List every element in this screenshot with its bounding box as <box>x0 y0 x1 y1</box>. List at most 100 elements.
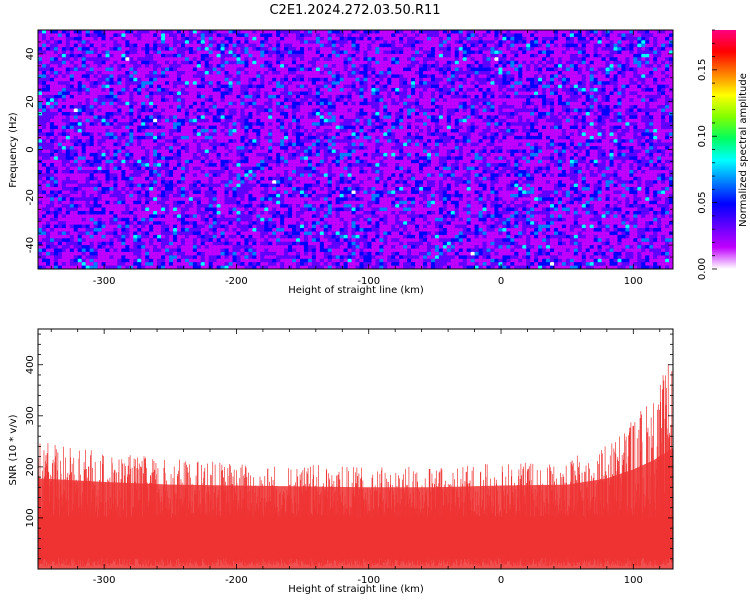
heatmap-cell <box>89 101 94 106</box>
heatmap-cell <box>284 57 289 62</box>
heatmap-cell <box>617 91 622 96</box>
heatmap-cell <box>546 108 551 113</box>
heatmap-cell <box>367 33 372 38</box>
heatmap-cell <box>379 118 384 123</box>
heatmap-cell <box>69 64 75 68</box>
heatmap-cell <box>645 50 650 55</box>
heatmap-cell <box>212 33 217 38</box>
heatmap-cell <box>335 74 341 79</box>
heatmap-cell <box>569 43 575 48</box>
heatmap-cell <box>438 74 444 79</box>
heatmap-cell <box>367 77 372 82</box>
heatmap-cell <box>57 64 63 68</box>
heatmap-cell <box>462 118 468 123</box>
heatmap-cell <box>359 33 364 38</box>
heatmap-cell <box>593 105 598 109</box>
heatmap-cell <box>161 47 166 51</box>
heatmap-cell <box>216 70 221 75</box>
heatmap-cell <box>153 77 158 82</box>
heatmap-cell <box>216 40 221 45</box>
heatmap-cell <box>621 43 626 48</box>
heatmap-cell <box>109 81 114 86</box>
heatmap-cell <box>101 98 106 103</box>
heatmap-cell <box>327 36 333 41</box>
heatmap-cell <box>315 57 321 62</box>
heatmap-cell <box>192 47 198 51</box>
heatmap-cell <box>41 47 47 51</box>
heatmap-cell <box>331 60 337 65</box>
heatmap-cell <box>526 33 531 38</box>
heatmap-cell <box>605 50 610 55</box>
heatmap-cell <box>542 129 547 133</box>
heatmap-cell <box>494 98 499 103</box>
heatmap-cell <box>327 98 333 103</box>
heatmap-cell <box>415 125 420 130</box>
heatmap-cell <box>569 60 575 65</box>
heatmap-cell <box>113 91 118 96</box>
heatmap-cell <box>661 84 666 89</box>
heatmap-cell <box>69 30 75 34</box>
heatmap-cell <box>605 101 610 106</box>
heatmap-cell <box>407 70 412 75</box>
heatmap-cell <box>252 70 257 75</box>
heatmap-cell <box>363 57 368 62</box>
heatmap-cell <box>260 101 265 106</box>
heatmap-cell <box>331 129 337 133</box>
heatmap-cell <box>661 64 666 68</box>
heatmap-cell <box>542 118 547 123</box>
heatmap-cell <box>45 81 51 86</box>
heatmap-cell <box>593 115 598 120</box>
heatmap-cell <box>367 57 372 62</box>
heatmap-cell <box>665 91 670 96</box>
heatmap-cell <box>331 33 337 38</box>
heatmap-cell <box>474 30 479 34</box>
heatmap-cell <box>53 57 59 62</box>
heatmap-cell <box>474 91 479 96</box>
heatmap-cell <box>57 53 63 58</box>
heatmap-cell <box>470 64 475 68</box>
heatmap-cell <box>367 36 372 41</box>
heatmap-cell <box>256 77 261 82</box>
heatmap-cell <box>93 36 98 41</box>
heatmap-cell <box>522 47 527 51</box>
heatmap-cell <box>581 81 587 86</box>
heatmap-cell <box>462 122 468 126</box>
heatmap-cell <box>645 57 650 62</box>
heatmap-cell <box>454 74 460 79</box>
heatmap-cell <box>292 47 297 51</box>
heatmap-cell <box>172 94 178 99</box>
heatmap-cell <box>335 88 341 92</box>
heatmap-cell <box>621 64 626 68</box>
heatmap-cell <box>442 33 448 38</box>
heatmap-cell <box>295 43 301 48</box>
heatmap-cell <box>454 47 460 51</box>
heatmap-cell <box>387 60 392 65</box>
heatmap-cell <box>141 88 146 92</box>
heatmap-cell <box>597 125 602 130</box>
heatmap-cell <box>609 101 614 106</box>
heatmap-cell <box>633 129 638 133</box>
heatmap-cell <box>411 70 416 75</box>
heatmap-cell <box>276 67 281 72</box>
heatmap-cell <box>399 53 404 58</box>
heatmap-cell <box>303 70 309 75</box>
heatmap-cell <box>399 108 404 113</box>
heatmap-cell <box>53 129 59 133</box>
heatmap-cell <box>248 115 253 120</box>
heatmap-cell <box>129 53 134 58</box>
heatmap-cell <box>188 70 194 75</box>
heatmap-cell <box>363 77 368 82</box>
heatmap-cell <box>343 105 348 109</box>
heatmap-cell <box>113 105 118 109</box>
heatmap-cell <box>581 115 587 120</box>
heatmap-cell <box>105 30 110 34</box>
heatmap-cell <box>573 108 579 113</box>
heatmap-cell <box>351 88 356 92</box>
heatmap-cell <box>665 94 670 99</box>
heatmap-cell <box>101 43 106 48</box>
heatmap-cell <box>669 105 673 109</box>
heatmap-cell <box>355 129 360 133</box>
heatmap-cell <box>299 70 305 75</box>
heatmap-cell <box>422 115 428 120</box>
heatmap-cell <box>549 36 555 41</box>
